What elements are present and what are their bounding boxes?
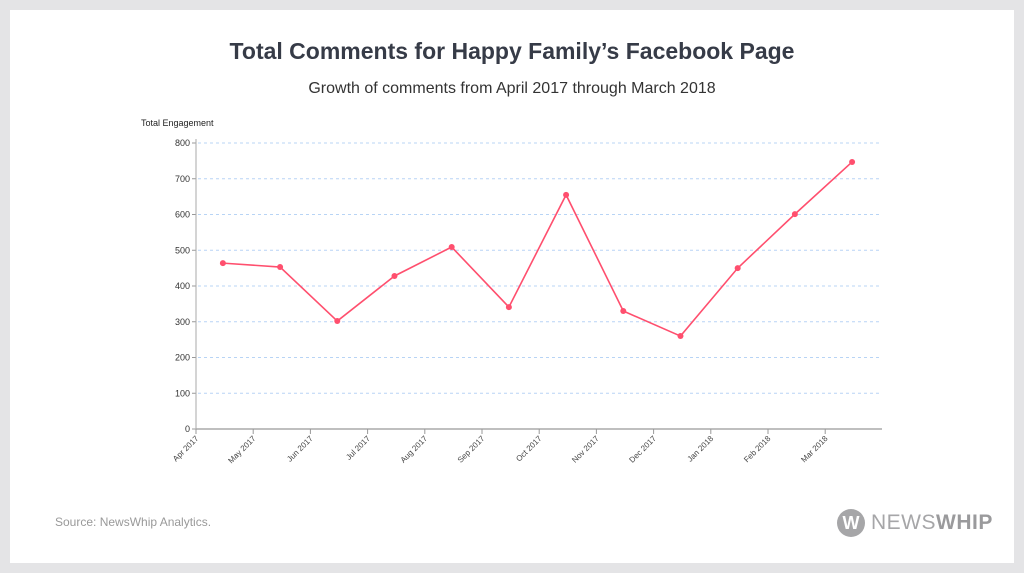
x-tick-label: Apr 2017 (171, 434, 201, 464)
y-tick-label: 700 (175, 174, 190, 184)
data-point (620, 308, 627, 315)
data-point (505, 304, 512, 311)
data-point (219, 260, 226, 267)
logo-wordmark: NEWSWHIP (871, 511, 993, 535)
data-point (791, 211, 798, 218)
x-tick-label: Feb 2018 (742, 434, 773, 465)
data-point (448, 244, 455, 251)
data-point (849, 158, 856, 165)
logo-text-bold: WHIP (936, 511, 993, 534)
y-tick-label: 100 (175, 388, 190, 398)
x-tick-label: Oct 2017 (514, 434, 544, 464)
x-tick-label: May 2017 (226, 434, 258, 466)
y-tick-label: 200 (175, 353, 190, 363)
newswhip-logo-icon: W (837, 509, 865, 537)
newswhip-logo: W NEWSWHIP (837, 509, 993, 537)
y-axis-label: Total Engagement (141, 118, 214, 128)
data-point (563, 191, 570, 198)
chart-subtitle: Growth of comments from April 2017 throu… (308, 80, 716, 97)
data-point (334, 318, 341, 325)
source-note: Source: NewsWhip Analytics. (55, 515, 212, 529)
data-point (277, 264, 284, 271)
y-tick-label: 0 (185, 424, 190, 434)
x-tick-label: Jan 2018 (686, 434, 716, 464)
x-tick-label: Aug 2017 (399, 434, 430, 465)
x-tick-label: Jun 2017 (285, 434, 315, 464)
y-tick-label: 800 (175, 138, 190, 148)
x-tick-label: Sep 2017 (456, 434, 487, 465)
y-tick-label: 300 (175, 317, 190, 327)
series-line (222, 161, 853, 338)
x-tick-label: Jul 2017 (344, 434, 372, 462)
logo-text-light: NEWS (871, 511, 936, 534)
x-tick-label: Mar 2018 (799, 434, 830, 465)
x-tick-label: Dec 2017 (627, 434, 658, 465)
data-point (677, 333, 684, 340)
data-point (391, 272, 398, 279)
x-tick-label: Nov 2017 (570, 434, 601, 465)
y-tick-label: 500 (175, 245, 190, 255)
y-tick-label: 600 (175, 210, 190, 220)
chart-title: Total Comments for Happy Family’s Facebo… (229, 38, 795, 64)
y-tick-label: 400 (175, 281, 190, 291)
data-point (734, 265, 741, 272)
